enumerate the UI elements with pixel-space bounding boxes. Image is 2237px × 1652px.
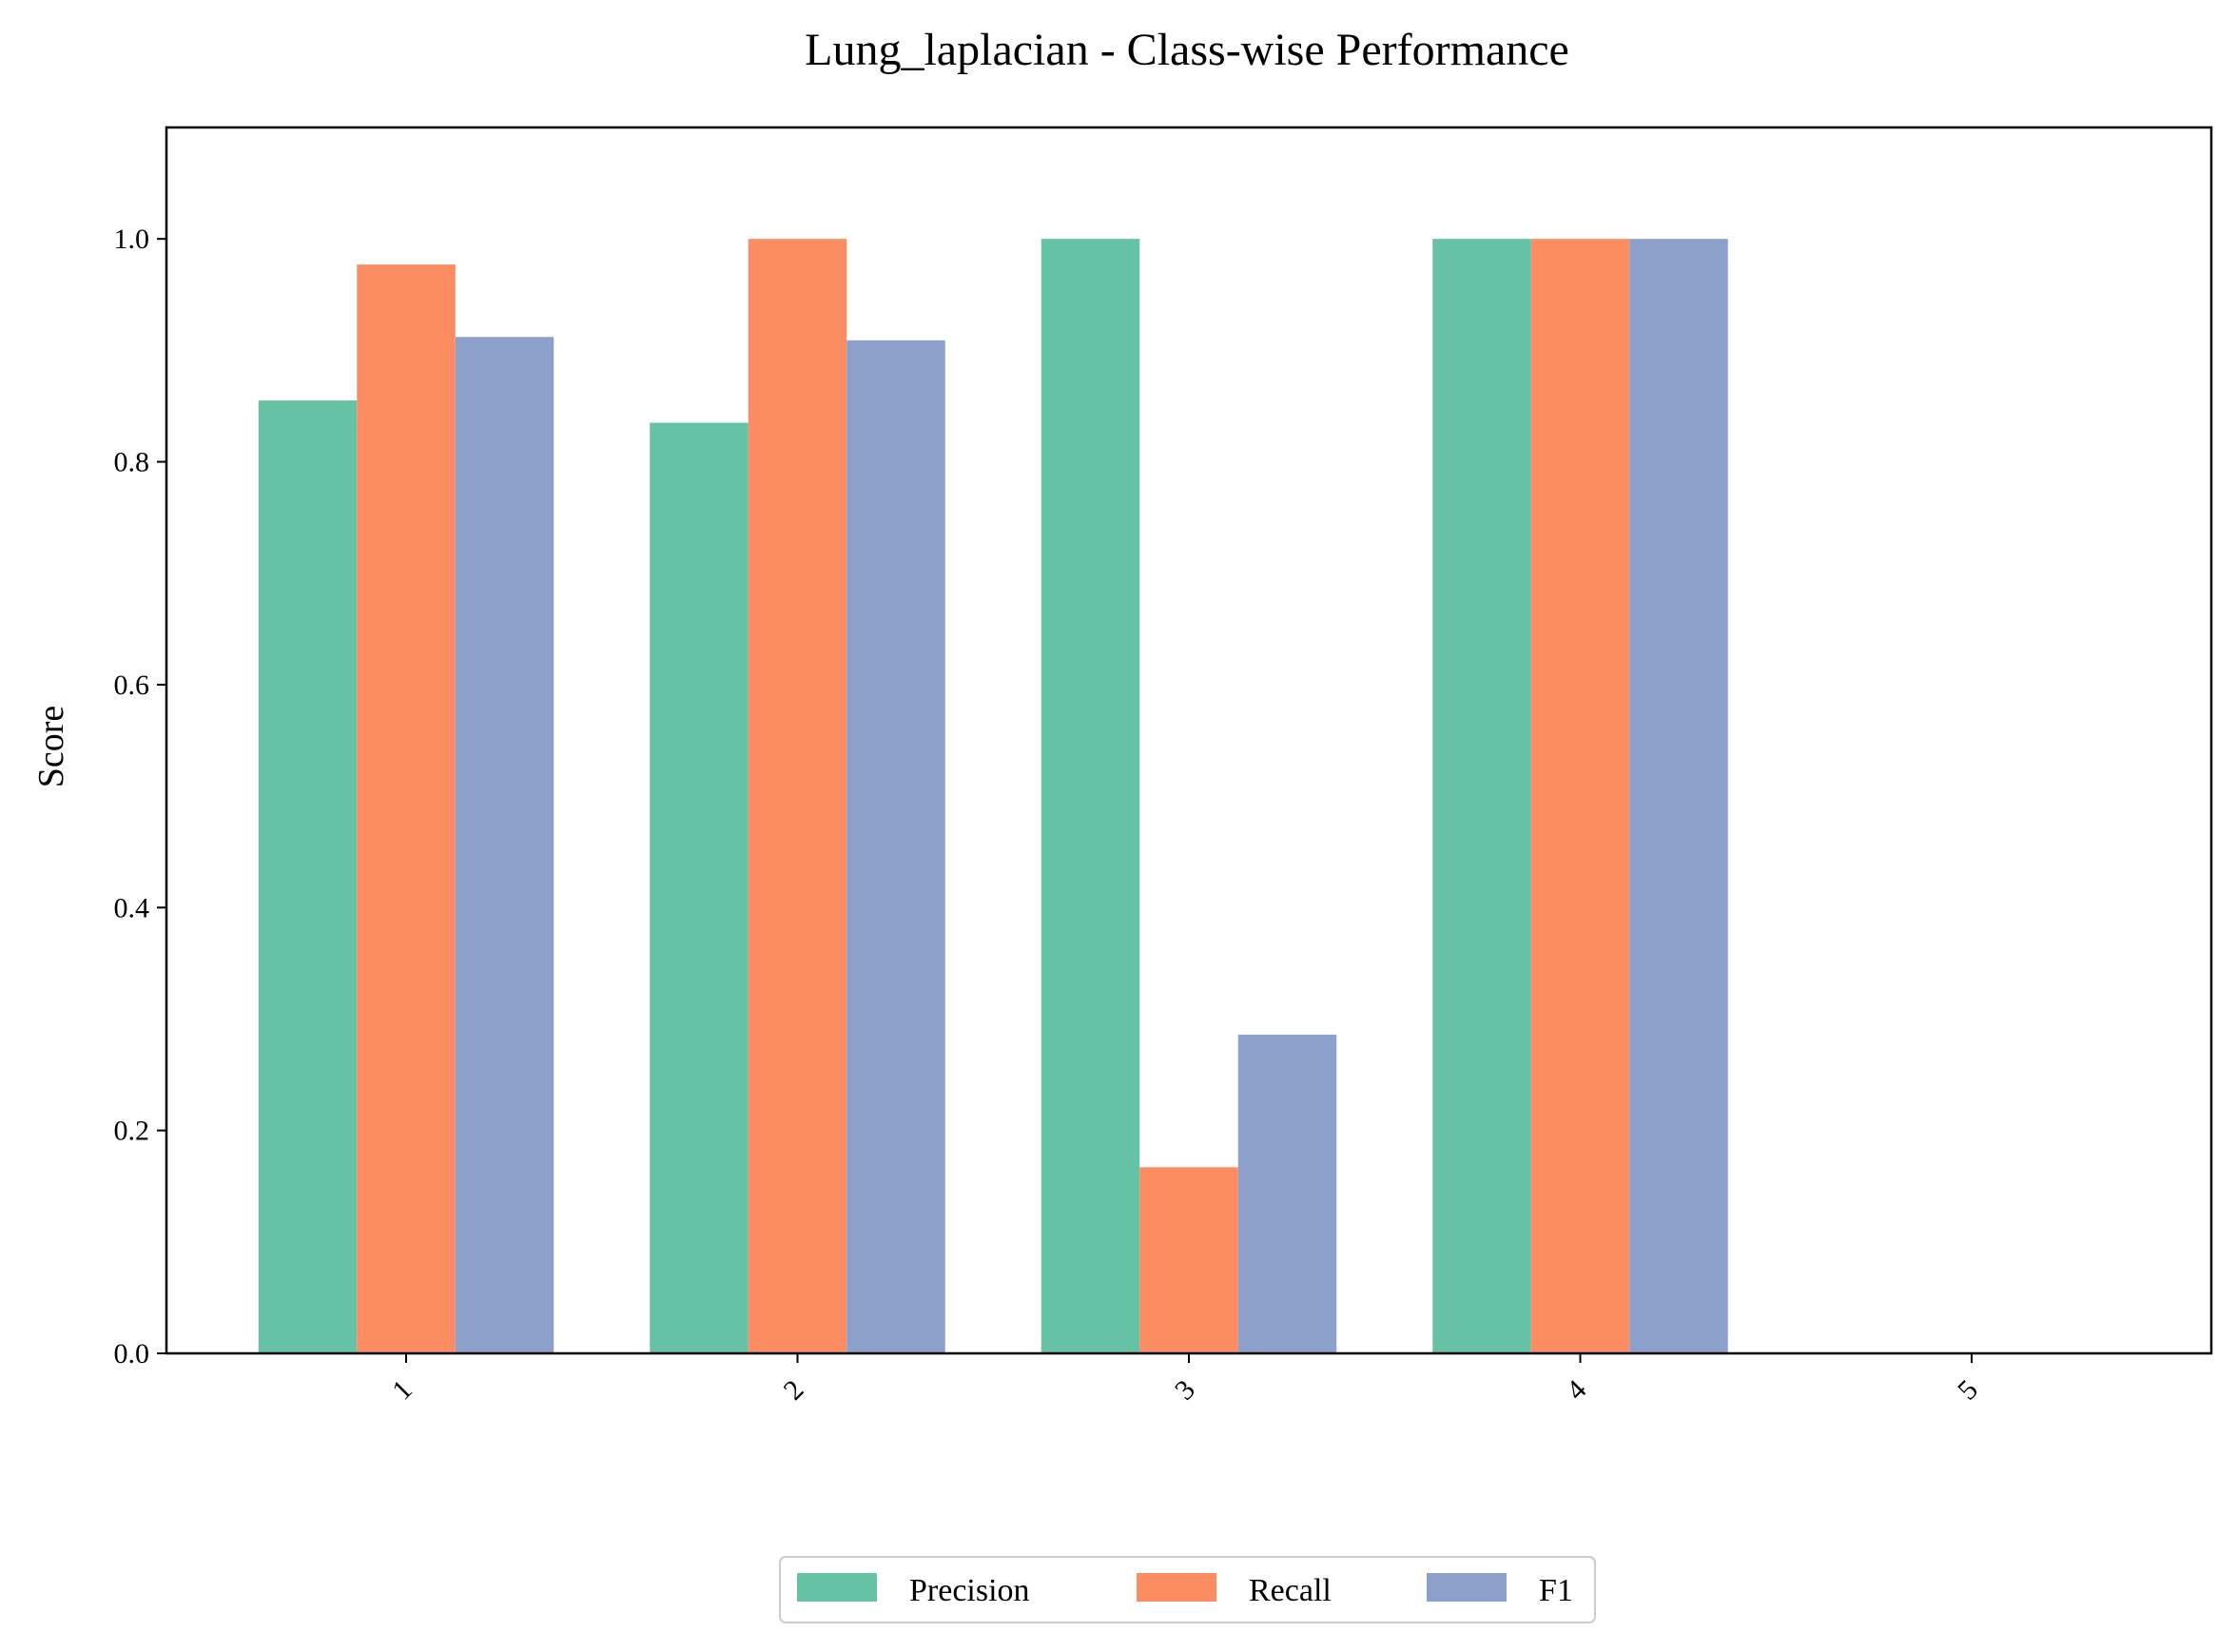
x-tick-label: 5 <box>1952 1374 1984 1407</box>
bar-recall-class-3 <box>1139 1167 1238 1353</box>
chart-title: Lung_laplacian - Class-wise Performance <box>805 25 1569 75</box>
x-ticks-group: 1 2 3 4 5 <box>386 1353 1984 1407</box>
bar-f1-class-2 <box>846 340 945 1353</box>
bars-group <box>258 239 1728 1354</box>
bar-recall-class-1 <box>357 264 456 1353</box>
legend: Precision Recall F1 <box>779 1556 1596 1623</box>
bar-precision-class-3 <box>1041 239 1140 1354</box>
bar-precision-class-1 <box>258 400 358 1354</box>
x-tick-label: 4 <box>1561 1374 1593 1407</box>
bar-precision-class-2 <box>650 422 749 1353</box>
y-tick-label: 0.0 <box>114 1338 150 1370</box>
legend-label-f1: F1 <box>1539 1573 1573 1608</box>
bar-f1-class-1 <box>455 337 554 1353</box>
x-tick-label: 2 <box>778 1374 810 1407</box>
y-axis-label: Score <box>31 706 71 788</box>
y-tick-label: 0.6 <box>114 670 150 701</box>
legend-swatch-precision <box>797 1573 877 1602</box>
x-tick-label: 1 <box>386 1374 418 1407</box>
bar-f1-class-3 <box>1237 1034 1337 1353</box>
bar-recall-class-2 <box>748 239 847 1354</box>
bar-recall-class-4 <box>1530 239 1630 1354</box>
legend-swatch-recall <box>1137 1573 1216 1602</box>
x-tick-label: 3 <box>1169 1374 1201 1407</box>
legend-label-precision: Precision <box>909 1573 1030 1608</box>
legend-label-recall: Recall <box>1249 1573 1332 1608</box>
bar-f1-class-4 <box>1629 239 1728 1354</box>
y-tick-label: 0.2 <box>114 1116 150 1147</box>
y-tick-label: 1.0 <box>114 224 150 255</box>
bar-precision-class-4 <box>1432 239 1531 1354</box>
plot-area-frame <box>165 126 2213 1355</box>
y-tick-label: 0.8 <box>114 447 150 478</box>
y-ticks-group: 0.0 0.2 0.4 0.6 0.8 1.0 <box>114 224 166 1370</box>
legend-swatch-f1 <box>1427 1573 1507 1602</box>
y-tick-label: 0.4 <box>114 892 150 923</box>
